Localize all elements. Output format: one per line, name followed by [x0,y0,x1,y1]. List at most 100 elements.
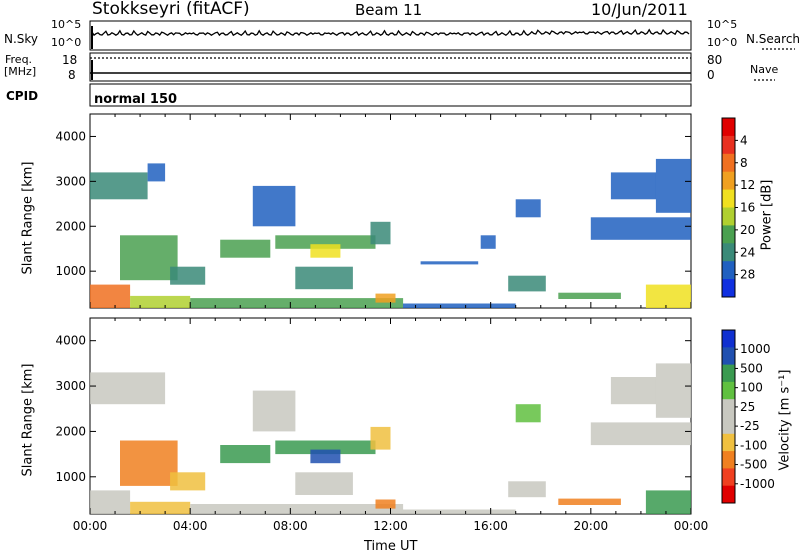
power-colorbar-label: 16 [740,201,755,215]
nave-label: Nave [750,63,779,76]
velocity-colorbar-label: 500 [740,361,763,375]
nsky-panel-frame [89,20,692,51]
velocity-data-layer [90,363,691,515]
power-ytick-label: 2000 [55,219,86,233]
velocity-colorbar-segment [722,485,735,504]
nsearch-tick-top: 10^5 [707,18,738,31]
power-colorbar-segment [722,171,735,191]
nsky-series [91,28,690,37]
nsky-tick-bottom: 10^0 [51,36,82,49]
velocity-colorbar-frame [721,329,736,504]
velocity-region [610,377,656,405]
power-colorbar-segment [722,243,735,262]
velocity-colorbar-segment [722,330,735,348]
nave-tick-top: 80 [707,53,723,67]
nsky-label: N.Sky [4,32,39,46]
velocity-region [170,472,206,491]
velocity-region [310,449,341,464]
velocity-colorbar-segment [722,416,735,435]
power-region [295,266,353,290]
cpid-value: normal 150 [94,92,178,107]
power-region [508,275,546,292]
velocity-colorbar-label: 100 [740,381,763,395]
nsearch-tick-bottom: 10^0 [707,36,738,49]
velocity-region [403,509,516,514]
power-colorbar-segment [722,279,735,298]
velocity-colorbar-label: 1000 [740,342,771,356]
velocity-colorbar-segment [722,468,735,487]
velocity-region [655,363,691,418]
velocity-region [275,440,376,455]
xtick-label: 08:00 [273,519,308,533]
power-region [375,293,396,303]
velocity-colorbar-segment [722,364,735,383]
velocity-colorbar-label: -100 [740,438,767,452]
freq-label: Freq. [5,53,33,66]
velocity-ytick-label: 2000 [55,424,86,438]
cpid-panel-frame [89,83,692,107]
velocity-region [220,445,271,464]
power-colorbar-label: 28 [740,268,755,282]
velocity-region [90,372,166,405]
date-title: 10/Jun/2011 [591,0,688,19]
velocity-colorbar-segment [722,347,735,366]
power-region [310,244,341,258]
velocity-region [130,501,191,515]
power-region [147,163,166,182]
velocity-colorbar-label: -1000 [740,477,775,491]
velocity-colorbar-segment [722,451,735,469]
freq-tick-top: 18 [62,53,78,67]
beam-title: Beam 11 [355,1,423,19]
power-region [590,217,691,240]
xtick-label: 04:00 [173,519,208,533]
velocity-region [295,472,353,495]
power-region [480,235,496,249]
nsearch-label: N.Search [746,32,800,46]
power-region [655,158,691,213]
velocity-region [590,422,691,446]
velocity-region [252,390,296,432]
velocity-ytick-label: 4000 [55,334,86,348]
power-colorbar-label: 8 [740,156,748,170]
velocity-region [508,481,546,498]
power-region [403,303,516,308]
velocity-colorbar-segment [722,399,735,417]
power-colorbar-label: 4 [740,133,748,147]
nave-tick-bottom: 0 [707,68,715,82]
power-colorbar-segment [722,153,735,173]
power-region [220,239,271,258]
power-region [420,261,479,265]
velocity-region [515,404,541,423]
velocity-ytick-label: 3000 [55,379,86,393]
velocity-colorbar-label: -500 [740,458,767,472]
power-colorbar-segment [722,189,735,208]
velocity-region [370,426,391,450]
power-ytick-label: 4000 [55,129,86,143]
xtick-label: 20:00 [574,519,609,533]
power-colorbar-segment [722,261,735,280]
velocity-region [90,490,131,514]
velocity-region [375,499,396,509]
power-region [190,298,404,308]
freq-panel-frame [89,52,692,82]
power-colorbar-label: 20 [740,223,755,237]
power-region [370,221,391,245]
power-colorbar-segment [722,225,735,244]
cpid-label: CPID [6,89,39,103]
freq-unit: [MHz] [4,65,37,78]
power-data-layer [90,158,691,308]
power-region [515,199,541,218]
velocity-colorbar-segment [722,433,735,452]
power-colorbar-label: 24 [740,245,755,259]
station-title: Stokkseyri (fitACF) [92,0,250,19]
power-region [645,284,691,308]
power-colorbar-segment [722,118,735,137]
power-region [610,172,656,200]
power-region [252,185,296,227]
xtick-label: 12:00 [373,519,408,533]
xaxis-label: Time UT [364,539,418,554]
power-colorbar-segment [722,207,735,226]
velocity-region [558,498,621,505]
xtick-label: 16:00 [473,519,508,533]
